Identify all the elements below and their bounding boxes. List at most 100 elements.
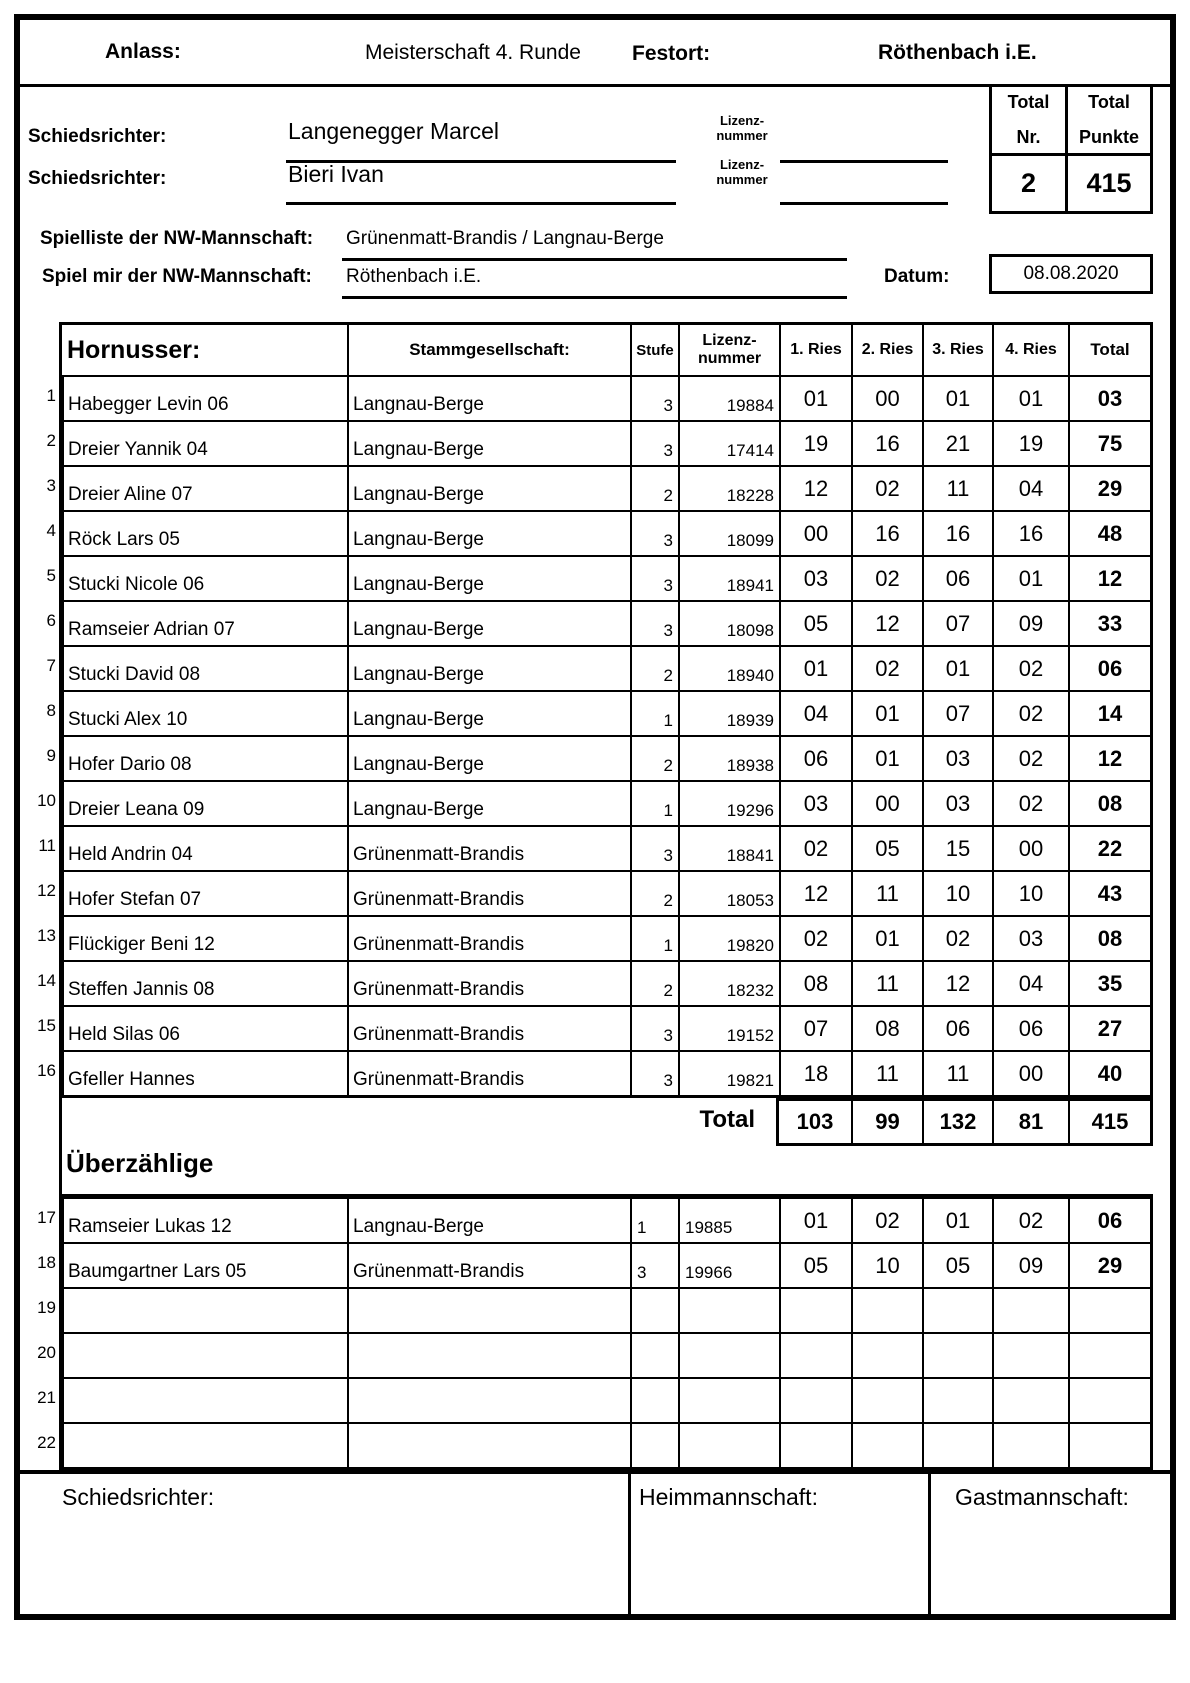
player-ries4-cell: 00 (992, 825, 1068, 870)
player-row: 16 Gfeller Hannes Grünenmatt-Brandis 3 1… (37, 1050, 1150, 1095)
player-ries3-cell: 03 (922, 780, 992, 825)
player-ries2-cell: 02 (851, 555, 922, 600)
player-lizenz-cell: 18940 (678, 645, 779, 690)
player-ries4-cell: 06 (992, 1005, 1068, 1050)
player-name-cell: Held Silas 06 (62, 1005, 347, 1050)
player-stufe-cell: 2 (630, 465, 678, 510)
player-ries2-cell (851, 1332, 922, 1377)
player-name-cell: Steffen Jannis 08 (62, 960, 347, 1005)
player-row: 10 Dreier Leana 09 Langnau-Berge 1 19296… (37, 780, 1150, 825)
player-name-cell: Flückiger Beni 12 (62, 915, 347, 960)
player-total-cell: 29 (1068, 465, 1150, 510)
datum-box: 08.08.2020 (989, 254, 1153, 294)
player-total-cell: 29 (1068, 1242, 1150, 1287)
player-row: 9 Hofer Dario 08 Langnau-Berge 2 18938 0… (47, 735, 1150, 780)
player-stufe-cell: 3 (630, 375, 678, 420)
player-lizenz-cell: 18939 (678, 690, 779, 735)
player-name-cell: Stucki Nicole 06 (62, 555, 347, 600)
player-ries4-cell: 02 (992, 645, 1068, 690)
spielliste-underline (342, 258, 847, 261)
row-number: 15 (37, 1016, 56, 1035)
player-lizenz-cell: 19966 (678, 1242, 779, 1287)
player-name-cell: Ramseier Adrian 07 (62, 600, 347, 645)
player-ries4-cell: 01 (992, 555, 1068, 600)
player-lizenz-cell: 19820 (678, 915, 779, 960)
player-ries2-cell: 10 (851, 1242, 922, 1287)
total-ries2-value: 99 (851, 1101, 922, 1143)
player-ries2-cell: 16 (851, 420, 922, 465)
player-ries3-cell: 07 (922, 690, 992, 735)
column-header-ries3: 3. Ries (922, 325, 992, 375)
player-club-cell: Langnau-Berge (347, 465, 630, 510)
player-club-cell: Langnau-Berge (347, 555, 630, 600)
player-stufe-cell: 3 (630, 600, 678, 645)
player-stufe-cell: 2 (630, 960, 678, 1005)
player-lizenz-cell: 18099 (678, 510, 779, 555)
player-total-cell (1068, 1377, 1150, 1422)
column-header-hornusser: Hornusser: (67, 335, 201, 364)
gastmannschaft-signature-box: Gastmannschaft: (928, 1474, 1170, 1614)
player-club-cell: Langnau-Berge (347, 735, 630, 780)
total-overall-value: 415 (1068, 1101, 1150, 1143)
player-row: 7 Stucki David 08 Langnau-Berge 2 18940 … (47, 645, 1150, 690)
player-ries1-cell (779, 1377, 851, 1422)
player-ries4-cell: 02 (992, 1197, 1068, 1242)
player-row: 12 Hofer Stefan 07 Grünenmatt-Brandis 2 … (37, 870, 1150, 915)
row-number: 2 (46, 431, 56, 450)
player-row: 11 Held Andrin 04 Grünenmatt-Brandis 3 1… (38, 825, 1150, 870)
festort-value: Röthenbach i.E. (878, 41, 1037, 64)
player-ries4-cell: 02 (992, 780, 1068, 825)
player-total-cell: 43 (1068, 870, 1150, 915)
row-number: 7 (46, 656, 56, 675)
lizenz-label-line1: Lizenz- (719, 113, 765, 128)
lizenz-header-line2: nummer (697, 350, 762, 367)
total-label: Total (1007, 92, 1050, 112)
player-lizenz-cell (678, 1377, 779, 1422)
player-total-cell: 12 (1068, 555, 1150, 600)
player-club-cell (347, 1422, 630, 1467)
row-number: 18 (37, 1253, 56, 1272)
player-ries1-cell: 12 (779, 870, 851, 915)
player-total-cell: 08 (1068, 780, 1150, 825)
player-ries2-cell (851, 1377, 922, 1422)
spielliste-label: Spielliste der NW-Mannschaft: (40, 228, 314, 249)
player-ries4-cell: 19 (992, 420, 1068, 465)
player-ries1-cell: 08 (779, 960, 851, 1005)
column-header-ries1: 1. Ries (779, 325, 851, 375)
player-total-cell: 06 (1068, 1197, 1150, 1242)
player-stufe-cell (630, 1377, 678, 1422)
referee2-lizenz-label: Lizenz- nummer (696, 157, 788, 188)
player-total-cell: 12 (1068, 735, 1150, 780)
player-ries4-cell: 02 (992, 690, 1068, 735)
total-label: Total (1088, 92, 1130, 112)
player-ries4-cell: 03 (992, 915, 1068, 960)
player-club-cell: Grünenmatt-Brandis (347, 1050, 630, 1095)
player-row: 4 Röck Lars 05 Langnau-Berge 3 18099 00 … (47, 510, 1150, 555)
player-lizenz-cell: 19884 (678, 375, 779, 420)
column-header-lizenznummer: Lizenz- nummer (678, 325, 779, 375)
player-name-cell: Dreier Leana 09 (62, 780, 347, 825)
spiel-mir-value: Röthenbach i.E. (346, 266, 482, 287)
player-row: 1 Habegger Levin 06 Langnau-Berge 3 1988… (47, 375, 1150, 420)
total-ries1-value: 103 (796, 1109, 834, 1134)
signature-footer: Schiedsrichter: Heimmannschaft: Gastmann… (20, 1470, 1170, 1614)
row-number: 22 (37, 1433, 56, 1452)
table-header-row: Hornusser: Stammgesellschaft: Stufe Lize… (62, 325, 1150, 375)
player-ries2-cell: 00 (851, 780, 922, 825)
player-ries2-cell: 12 (851, 600, 922, 645)
player-name-cell: Habegger Levin 06 (62, 375, 347, 420)
player-total-cell (1068, 1422, 1150, 1467)
player-ries2-cell: 05 (851, 825, 922, 870)
extra-player-row: 17 Ramseier Lukas 12 Langnau-Berge 1 198… (37, 1197, 1150, 1242)
datum-value: 08.08.2020 (1023, 263, 1119, 284)
player-name-cell: Held Andrin 04 (62, 825, 347, 870)
player-ries1-cell: 18 (779, 1050, 851, 1095)
player-lizenz-cell: 17414 (678, 420, 779, 465)
player-ries3-cell (922, 1422, 992, 1467)
player-stufe-cell: 2 (630, 645, 678, 690)
row-number: 12 (37, 881, 56, 900)
lizenz-header-line1: Lizenz- (702, 331, 757, 349)
player-stufe-cell: 3 (630, 1242, 678, 1287)
player-ries3-cell: 05 (922, 1242, 992, 1287)
row-number: 19 (37, 1298, 56, 1317)
